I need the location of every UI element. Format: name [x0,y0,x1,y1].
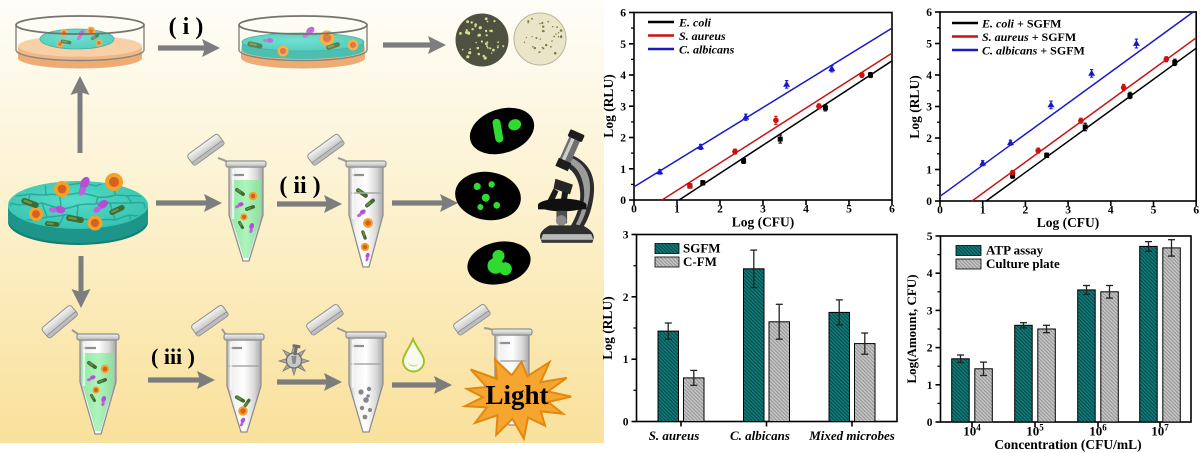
svg-text:3: 3 [1065,205,1071,217]
svg-text:6: 6 [889,204,895,216]
svg-text:107: 107 [1151,423,1169,439]
svg-text:3: 3 [760,204,766,216]
svg-text:Log (CFU): Log (CFU) [732,215,795,230]
svg-text:3: 3 [926,102,932,114]
svg-text:E. coli: E. coli [678,16,712,30]
svg-text:0: 0 [631,204,637,216]
svg-text:2: 2 [1023,205,1029,217]
svg-text:0: 0 [926,196,932,208]
svg-text:3: 3 [927,305,933,317]
svg-text:0: 0 [623,417,629,429]
svg-text:Light: Light [485,380,548,410]
svg-text:1: 1 [926,165,932,177]
svg-text:2: 2 [620,133,626,145]
svg-text:Mixed microbes: Mixed microbes [808,428,895,443]
svg-text:E. coli + SGFM: E. coli + SGFM [981,17,1062,31]
svg-text:2: 2 [717,204,723,216]
svg-text:( iii ): ( iii ) [151,344,195,369]
svg-text:Log(Amount, CFU): Log(Amount, CFU) [904,274,919,383]
svg-text:Log (RLU): Log (RLU) [600,296,615,359]
svg-text:Concentration (CFU/mL): Concentration (CFU/mL) [994,437,1141,452]
svg-text:5: 5 [927,231,933,243]
svg-text:1: 1 [620,164,626,176]
svg-text:104: 104 [963,423,981,439]
svg-text:Log (RLU): Log (RLU) [601,74,616,137]
svg-text:4: 4 [926,70,932,82]
svg-text:6: 6 [620,8,626,20]
svg-text:1: 1 [623,354,629,366]
svg-text:5: 5 [620,39,626,51]
svg-text:6: 6 [926,7,932,19]
svg-text:C. albicans: C. albicans [730,428,790,443]
svg-text:1: 1 [927,380,933,392]
svg-text:1: 1 [980,205,986,217]
svg-text:Culture plate: Culture plate [986,256,1060,271]
svg-text:C. albicans: C. albicans [679,43,735,57]
svg-text:1: 1 [674,204,680,216]
svg-text:( i ): ( i ) [169,14,204,40]
svg-text:Log (RLU): Log (RLU) [907,75,922,138]
svg-text:S. aureus: S. aureus [679,29,726,43]
svg-text:3: 3 [620,101,626,113]
svg-text:2: 2 [623,292,629,304]
svg-text:0: 0 [937,205,943,217]
svg-text:4: 4 [620,70,626,82]
svg-text:2: 2 [926,133,932,145]
svg-text:0: 0 [620,195,626,207]
svg-text:5: 5 [846,204,852,216]
svg-text:C. albicans + SGFM: C. albicans + SGFM [982,44,1085,58]
svg-text:4: 4 [1108,205,1114,217]
svg-text:S. aureus + SGFM: S. aureus + SGFM [982,30,1076,44]
svg-text:4: 4 [803,204,809,216]
svg-text:0: 0 [927,417,933,429]
svg-text:4: 4 [927,268,933,280]
svg-text:( ii ): ( ii ) [279,173,320,199]
svg-text:5: 5 [926,39,932,51]
svg-text:ATP assay: ATP assay [986,243,1044,258]
svg-text:3: 3 [623,230,629,242]
svg-text:S. aureus: S. aureus [649,428,700,443]
svg-text:SGFM: SGFM [683,241,721,256]
svg-text:2: 2 [927,343,933,355]
svg-text:Log (CFU): Log (CFU) [1037,215,1100,230]
svg-text:5: 5 [1151,205,1157,217]
svg-text:6: 6 [1193,205,1199,217]
svg-text:C-FM: C-FM [683,254,717,269]
